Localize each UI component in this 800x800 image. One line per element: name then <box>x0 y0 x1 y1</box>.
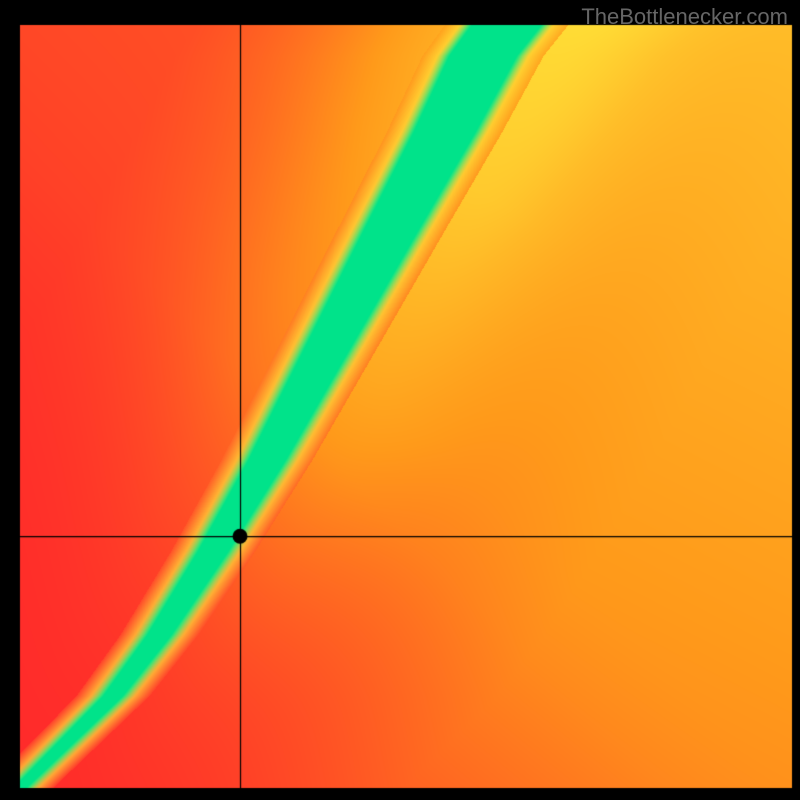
bottleneck-heatmap-canvas <box>0 0 800 800</box>
watermark-text: TheBottlenecker.com <box>581 4 788 30</box>
chart-container: TheBottlenecker.com <box>0 0 800 800</box>
